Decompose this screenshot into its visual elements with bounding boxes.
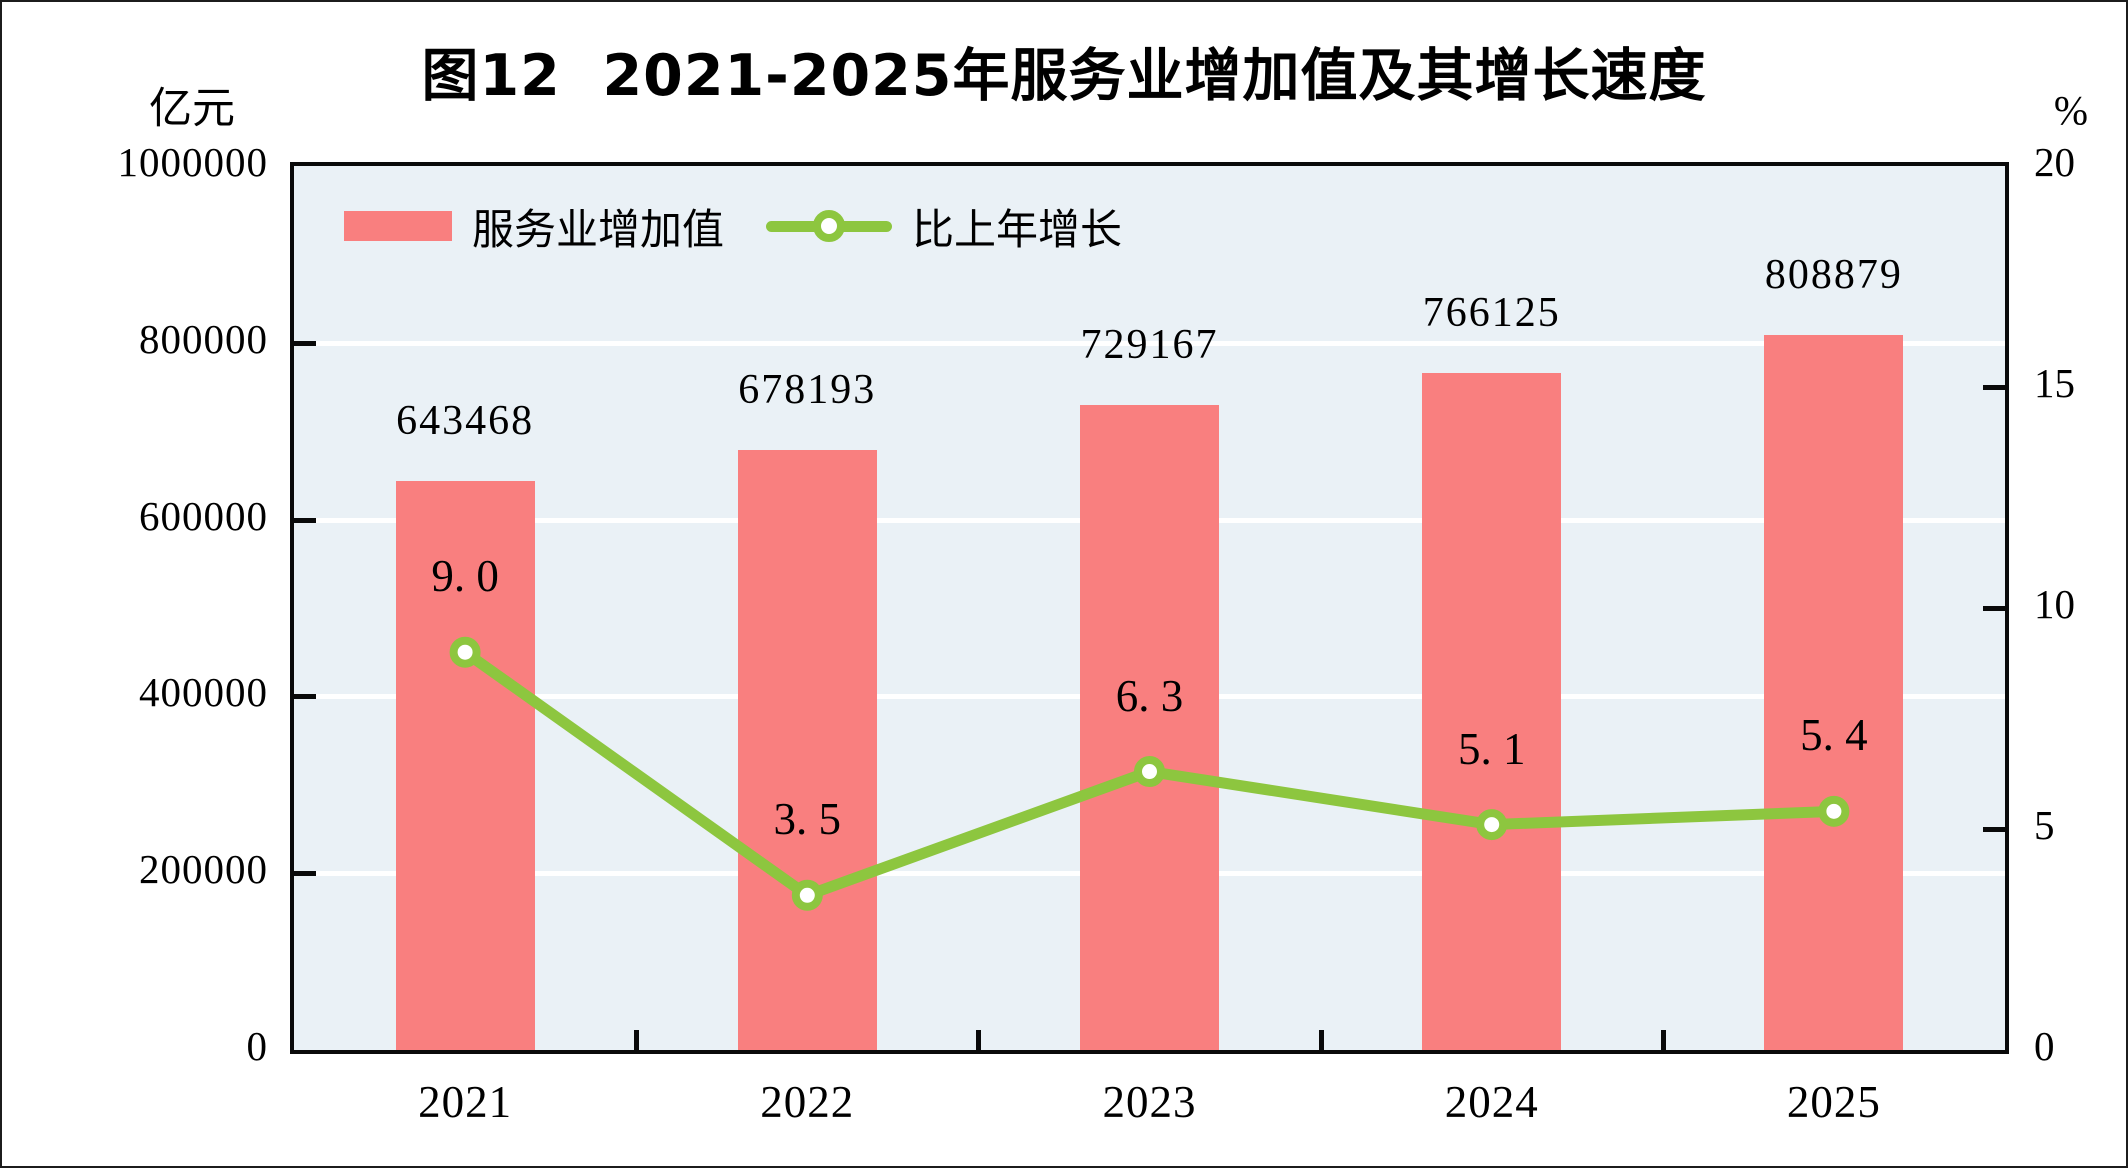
bars-layer [294,166,2005,1050]
bar-value-label: 729167 [1080,322,1219,369]
right-axis-tick [1983,385,2005,390]
ticks-layer [294,166,2005,1050]
bar-value-label: 766125 [1422,289,1561,336]
x-axis-label-2022: 2022 [760,1077,855,1127]
left-axis-tick [294,340,316,346]
bar-2025 [1764,334,1904,1050]
left-axis-tick-label: 0 [246,1023,268,1069]
x-axis-tick [1318,1030,1324,1050]
growth-line-chart [449,636,1850,911]
bar-value-label: 678193 [738,367,877,414]
bar-value-label: 808879 [1764,251,1903,298]
right-axis-tick-label: 20 [2034,139,2075,185]
bar-2024 [1422,372,1562,1050]
x-axis-label-2023: 2023 [1102,1077,1197,1127]
left-axis-unit-label: 亿元 [149,86,235,133]
bar-2022 [737,450,877,1050]
line-value-label: 5. 1 [1457,723,1526,774]
plot-area: 643468 678193 729167 766125 808879 9. 0 3. 5 6.… [290,162,2009,1054]
gridline [294,340,2005,346]
bar-2023 [1080,405,1219,1050]
bar-2021 [395,481,535,1050]
right-axis-tick-label: 0 [2034,1023,2055,1069]
line-value-label: 3. 5 [773,794,842,845]
left-axis-tick-label: 400000 [139,669,268,716]
x-axis-tick [1660,1030,1666,1050]
bar-value-label: 643468 [396,398,535,445]
right-axis-tick-label: 10 [2034,581,2075,627]
line-marker-2024 [1476,809,1508,841]
right-axis-unit-label: % [2053,87,2089,133]
x-axis-label-2021: 2021 [418,1077,513,1127]
line-value-label: 9. 0 [431,551,499,602]
x-axis-tick [634,1030,640,1050]
legend-bar-swatch [344,211,452,241]
left-axis-tick-label: 1000000 [117,139,268,185]
line-marker-2025 [1818,795,1850,827]
data-labels-layer: 643468 678193 729167 766125 808879 9. 0 3. 5 6.… [294,166,2005,1050]
left-axis-tick [294,517,316,523]
legend-line-dot-icon [813,210,846,242]
right-axis-tick [1983,827,2005,832]
legend-label-bar-series: 服务业增加值 [472,207,725,254]
line-value-label: 6. 3 [1115,670,1184,721]
left-axis-tick [294,694,316,700]
right-axis-tick-label: 5 [2034,802,2055,848]
x-axis-tick [976,1030,982,1050]
legend-label-line-series: 比上年增长 [912,207,1123,254]
legend-line-marker [766,208,893,244]
line-value-label: 5. 4 [1800,710,1868,761]
left-axis-tick-label: 600000 [139,492,268,539]
x-axis-label-2024: 2024 [1444,1077,1539,1127]
right-axis-tick [1983,606,2005,611]
chart-title: 图12 2021-2025年服务业增加值及其增长速度 [421,43,1707,109]
left-axis-tick-label: 800000 [139,315,268,362]
left-axis-tick [294,871,316,877]
line-marker-2022 [791,879,823,911]
line-marker-2023 [1134,756,1165,788]
left-axis-tick-label: 200000 [139,846,268,893]
legend: 服务业增加值 比上年增长 [344,202,1122,254]
line-marker-2021 [449,636,481,668]
right-axis-tick-label: 15 [2034,360,2075,406]
x-axis-label-2025: 2025 [1786,1077,1881,1127]
